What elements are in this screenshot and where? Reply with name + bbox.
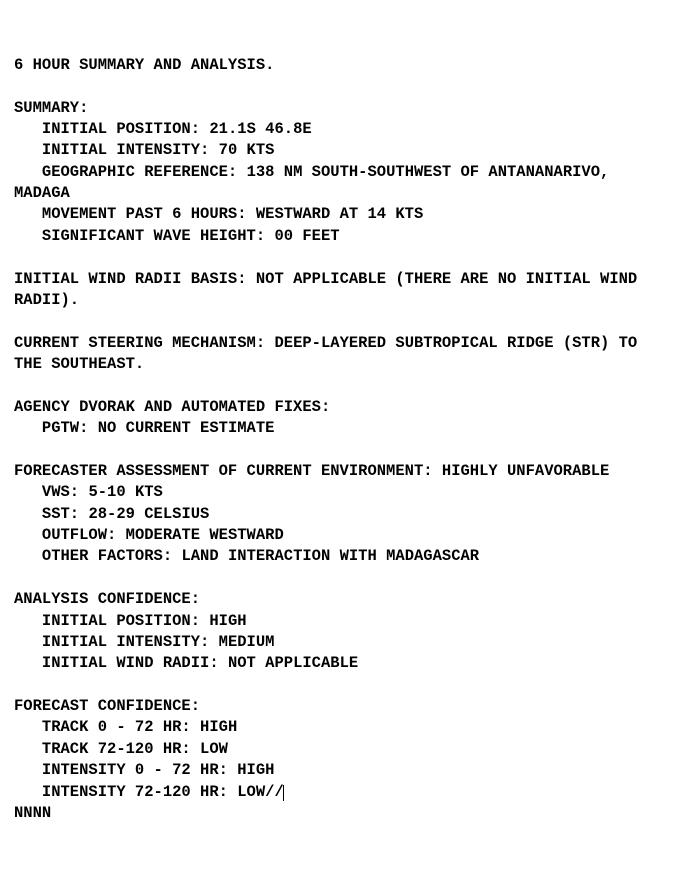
pgtw-value: NO CURRENT ESTIMATE [98,419,275,437]
ac-int-value: MEDIUM [219,633,275,651]
ac-int-label: INITIAL INTENSITY: [42,633,209,651]
bulletin-title: 6 HOUR SUMMARY AND ANALYSIS. [14,56,274,74]
steering-cont: THE SOUTHEAST. [14,355,144,373]
fc-track1-value: HIGH [200,718,237,736]
geo-ref-label: GEOGRAPHIC REFERENCE: [42,163,237,181]
fc-track2-value: LOW [200,740,228,758]
other-value: LAND INTERACTION WITH MADAGASCAR [181,547,479,565]
analysis-conf-heading: ANALYSIS CONFIDENCE: [14,590,200,608]
summary-heading: SUMMARY: [14,99,88,117]
geo-ref-cont: MADAGA [14,184,70,202]
vws-label: VWS: [42,483,79,501]
bulletin-footer: NNNN [14,804,51,822]
sst-value: 28-29 CELSIUS [88,505,209,523]
wind-radii-value: NOT APPLICABLE (THERE ARE NO INITIAL WIN… [256,270,637,288]
steering-label: CURRENT STEERING MECHANISM: [14,334,265,352]
ac-radii-value: NOT APPLICABLE [228,654,358,672]
text-cursor-icon [283,785,284,801]
fc-int2-value: LOW// [237,783,284,801]
ac-pos-value: HIGH [209,612,246,630]
swh-label: SIGNIFICANT WAVE HEIGHT: [42,227,265,245]
fc-int2-label: INTENSITY 72-120 HR: [42,783,228,801]
movement-value: WESTWARD AT 14 KTS [256,205,423,223]
fc-track1-label: TRACK 0 - 72 HR: [42,718,191,736]
init-int-label: INITIAL INTENSITY: [42,141,209,159]
init-pos-label: INITIAL POSITION: [42,120,200,138]
init-pos-value: 21.1S 46.8E [209,120,311,138]
forecast-conf-heading: FORECAST CONFIDENCE: [14,697,200,715]
pgtw-label: PGTW: [42,419,89,437]
dvorak-heading: AGENCY DVORAK AND AUTOMATED FIXES: [14,398,330,416]
geo-ref-value: 138 NM SOUTH-SOUTHWEST OF ANTANANARIVO, [247,163,610,181]
init-int-value: 70 KTS [219,141,275,159]
env-heading-label: FORECASTER ASSESSMENT OF CURRENT ENVIRON… [14,462,433,480]
fc-int1-value: HIGH [237,761,274,779]
outflow-label: OUTFLOW: [42,526,116,544]
outflow-value: MODERATE WESTWARD [126,526,284,544]
wind-radii-cont: RADII). [14,291,79,309]
wind-radii-label: INITIAL WIND RADII BASIS: [14,270,247,288]
ac-pos-label: INITIAL POSITION: [42,612,200,630]
movement-label: MOVEMENT PAST 6 HOURS: [42,205,247,223]
steering-value: DEEP-LAYERED SUBTROPICAL RIDGE (STR) TO [274,334,637,352]
sst-label: SST: [42,505,79,523]
swh-value: 00 FEET [274,227,339,245]
fc-track2-label: TRACK 72-120 HR: [42,740,191,758]
vws-value: 5-10 KTS [88,483,162,501]
env-heading-value: HIGHLY UNFAVORABLE [442,462,609,480]
fc-int1-label: INTENSITY 0 - 72 HR: [42,761,228,779]
ac-radii-label: INITIAL WIND RADII: [42,654,219,672]
other-label: OTHER FACTORS: [42,547,172,565]
